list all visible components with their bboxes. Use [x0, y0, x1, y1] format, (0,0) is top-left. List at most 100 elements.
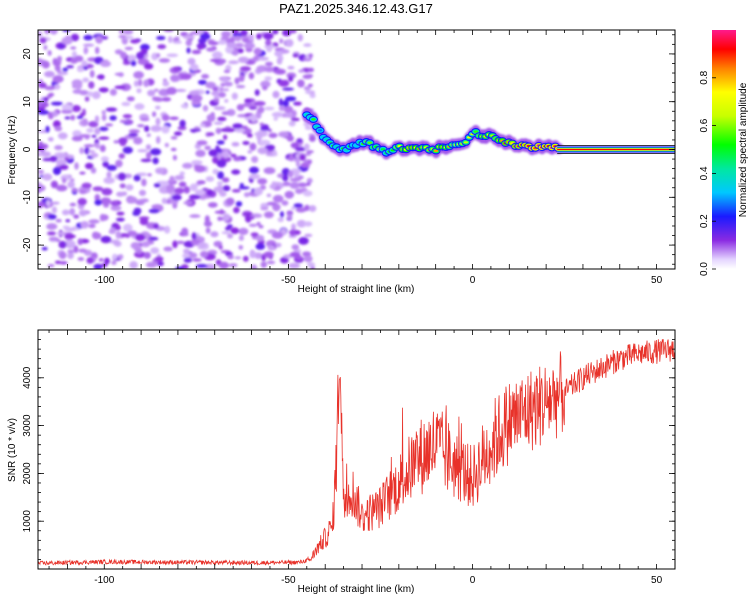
- noise-speckle: [302, 190, 313, 197]
- noise-speckle: [70, 114, 76, 121]
- x-tick-label: 50: [651, 575, 663, 586]
- noise-speckle: [39, 37, 47, 44]
- noise-speckle: [141, 241, 151, 248]
- noise-speckle: [180, 31, 189, 37]
- noise-speckle: [254, 252, 263, 259]
- spectrogram-xlabel: Height of straight line (km): [298, 284, 415, 295]
- noise-speckle: [126, 96, 135, 102]
- noise-speckle: [309, 93, 316, 99]
- noise-speckle: [271, 181, 277, 189]
- noise-speckle: [88, 223, 96, 229]
- noise-speckle: [94, 194, 101, 202]
- noise-speckle: [133, 174, 141, 182]
- noise-speckle: [163, 246, 173, 252]
- noise-speckle: [291, 206, 296, 210]
- noise-speckle: [153, 183, 161, 188]
- noise-speckle: [288, 120, 296, 127]
- noise-speckle: [88, 150, 96, 153]
- noise-speckle: [238, 74, 245, 82]
- noise-speckle: [164, 225, 171, 234]
- noise-speckle: [296, 138, 303, 143]
- noise-speckle: [249, 173, 261, 180]
- noise-speckle: [223, 134, 228, 140]
- noise-speckle: [101, 114, 107, 121]
- noise-speckle: [297, 182, 308, 188]
- noise-speckle: [99, 144, 106, 152]
- noise-speckle: [263, 251, 274, 258]
- noise-speckle: [161, 197, 168, 204]
- noise-speckle: [183, 201, 193, 205]
- noise-speckle: [120, 51, 127, 59]
- noise-speckle: [116, 217, 125, 222]
- noise-speckle: [266, 45, 273, 53]
- noise-speckle: [198, 241, 207, 249]
- noise-speckle: [238, 245, 244, 250]
- spectrogram-ridge: [301, 107, 675, 160]
- noise-speckle: [48, 92, 55, 97]
- noise-speckle: [38, 152, 42, 157]
- noise-speckle: [38, 169, 44, 175]
- noise-speckle: [137, 149, 148, 153]
- noise-speckle: [196, 140, 208, 146]
- noise-speckle: [237, 48, 244, 54]
- noise-speckle: [213, 121, 223, 125]
- noise-speckle: [289, 181, 300, 189]
- noise-speckle: [250, 216, 255, 220]
- noise-speckle: [228, 263, 238, 268]
- noise-speckle: [103, 177, 115, 184]
- noise-speckle: [116, 211, 125, 216]
- noise-speckle: [102, 160, 109, 168]
- noise-speckle: [98, 126, 109, 132]
- noise-speckle: [46, 223, 58, 230]
- noise-speckle: [156, 35, 166, 41]
- noise-speckle: [166, 184, 175, 192]
- noise-speckle: [109, 88, 117, 96]
- noise-speckle: [238, 235, 244, 241]
- noise-speckle: [130, 242, 141, 250]
- noise-speckle: [227, 233, 234, 239]
- noise-speckle: [118, 153, 126, 159]
- noise-speckle: [230, 227, 240, 234]
- noise-speckle: [186, 47, 191, 54]
- noise-speckle: [288, 75, 294, 82]
- x-tick-label: -100: [94, 275, 114, 286]
- noise-speckle: [137, 198, 149, 203]
- noise-speckle: [128, 133, 139, 137]
- noise-speckle: [89, 70, 95, 78]
- noise-speckle: [257, 178, 268, 185]
- noise-speckle: [154, 88, 159, 92]
- noise-speckle: [224, 99, 229, 103]
- noise-speckle: [47, 50, 52, 56]
- noise-speckle: [125, 184, 134, 191]
- noise-speckle: [305, 152, 312, 156]
- noise-speckle: [191, 49, 202, 55]
- noise-speckle: [260, 127, 270, 131]
- noise-speckle: [100, 156, 109, 162]
- colorbar-gradient: [712, 30, 736, 269]
- noise-speckle: [71, 135, 83, 142]
- noise-speckle: [106, 164, 117, 171]
- noise-speckle: [303, 43, 312, 47]
- noise-speckle: [266, 201, 278, 206]
- noise-speckle: [124, 46, 134, 51]
- noise-speckle: [174, 175, 185, 181]
- noise-speckle: [232, 49, 239, 56]
- noise-speckle: [268, 132, 278, 139]
- noise-speckle: [248, 223, 258, 227]
- noise-speckle: [100, 197, 112, 205]
- noise-speckle: [256, 65, 268, 73]
- noise-speckle: [41, 246, 48, 251]
- noise-speckle: [204, 145, 211, 151]
- noise-speckle: [189, 128, 202, 132]
- noise-speckle: [220, 128, 232, 132]
- ridge-blob: [317, 129, 323, 132]
- colorbar-tick-label: 0.0: [699, 262, 710, 276]
- noise-speckle: [83, 46, 88, 55]
- noise-speckle: [94, 127, 101, 135]
- noise-speckle: [183, 248, 190, 254]
- noise-speckle: [145, 144, 152, 151]
- noise-speckle: [95, 46, 100, 55]
- noise-speckle: [116, 191, 125, 197]
- noise-speckle: [303, 255, 313, 263]
